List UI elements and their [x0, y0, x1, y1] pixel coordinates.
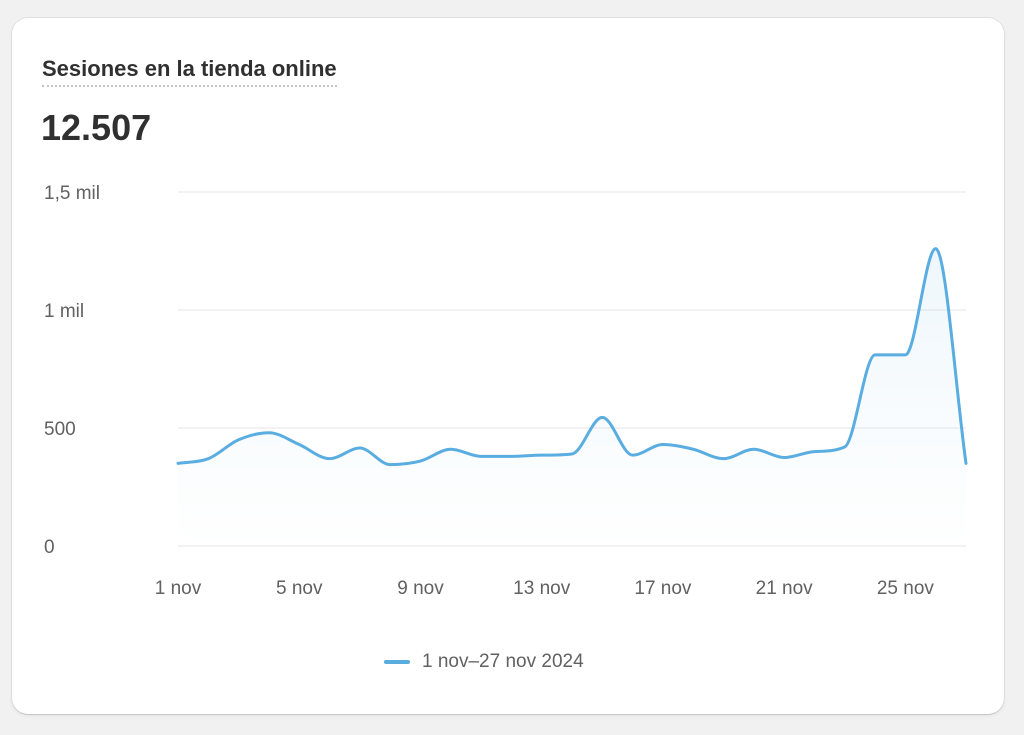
x-tick-label: 13 nov — [513, 578, 571, 599]
y-tick-label: 1 mil — [44, 301, 84, 322]
data-point[interactable] — [810, 448, 818, 456]
data-point[interactable] — [447, 445, 455, 453]
data-point[interactable] — [204, 455, 212, 463]
x-tick-label: 25 nov — [877, 578, 935, 599]
data-point[interactable] — [538, 451, 546, 459]
y-tick-label: 0 — [44, 537, 55, 558]
data-point[interactable] — [326, 455, 334, 463]
data-point[interactable] — [477, 452, 485, 460]
data-point[interactable] — [841, 443, 849, 451]
legend-swatch — [384, 660, 410, 664]
data-point[interactable] — [720, 455, 728, 463]
data-point[interactable] — [235, 436, 243, 444]
series-area — [178, 248, 966, 546]
data-point[interactable] — [901, 351, 909, 359]
y-tick-label: 1,5 mil — [44, 183, 100, 204]
x-tick-label: 1 nov — [155, 578, 202, 599]
x-tick-label: 9 nov — [397, 578, 444, 599]
data-point[interactable] — [386, 461, 394, 469]
sessions-line-chart: 0 500 1 mil 1,5 mil 1 nov 5 nov 9 nov 13 nov 17 … — [44, 183, 970, 599]
data-point[interactable] — [507, 452, 515, 460]
y-tick-label: 500 — [44, 419, 76, 440]
sessions-card: Sesiones en la tienda online 12.507 0 500… — [12, 18, 1004, 714]
data-point[interactable] — [962, 459, 970, 467]
data-point[interactable] — [356, 444, 364, 452]
x-tick-label: 17 nov — [634, 578, 692, 599]
data-point[interactable] — [416, 457, 424, 465]
data-point[interactable] — [174, 459, 182, 467]
x-tick-label: 21 nov — [756, 578, 814, 599]
data-point[interactable] — [265, 429, 273, 437]
data-point[interactable] — [568, 450, 576, 458]
data-point[interactable] — [629, 451, 637, 459]
series-line[interactable] — [176, 247, 968, 467]
card-title[interactable]: Sesiones en la tienda online — [42, 56, 337, 87]
data-point[interactable] — [659, 441, 667, 449]
data-point[interactable] — [295, 441, 303, 449]
data-point[interactable] — [689, 445, 697, 453]
legend-label: 1 nov–27 nov 2024 — [422, 651, 584, 672]
total-sessions-value: 12.507 — [41, 107, 152, 148]
data-point[interactable] — [932, 245, 940, 253]
data-point[interactable] — [750, 445, 758, 453]
data-point[interactable] — [871, 351, 879, 359]
chart-legend[interactable]: 1 nov–27 nov 2024 — [384, 649, 584, 675]
data-point[interactable] — [780, 454, 788, 462]
data-point[interactable] — [598, 413, 606, 421]
x-tick-label: 5 nov — [276, 578, 323, 599]
